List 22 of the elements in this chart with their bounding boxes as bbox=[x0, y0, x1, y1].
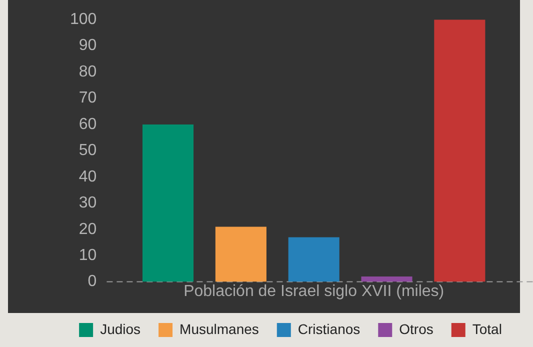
bar bbox=[142, 124, 194, 282]
y-tick-label: 30 bbox=[78, 194, 97, 212]
y-tick-label: 20 bbox=[78, 220, 97, 238]
y-tick-label: 80 bbox=[78, 63, 97, 80]
bar bbox=[434, 20, 486, 282]
y-tick-label: 100 bbox=[70, 11, 97, 28]
legend-label: Otros bbox=[399, 320, 434, 337]
y-tick-label: 90 bbox=[78, 37, 97, 54]
bar bbox=[361, 276, 412, 282]
legend-label: Judios bbox=[100, 320, 141, 337]
legend-label: Total bbox=[472, 320, 502, 337]
y-tick-label: 70 bbox=[78, 90, 97, 107]
bar bbox=[215, 226, 266, 282]
y-tick-label: 40 bbox=[78, 168, 97, 186]
x-axis-title: Población de Israel siglo XVII (miles) bbox=[184, 282, 444, 300]
y-tick-label: 0 bbox=[88, 273, 97, 290]
y-tick-label: 50 bbox=[78, 142, 97, 160]
bar bbox=[288, 237, 340, 282]
y-tick-label: 60 bbox=[78, 116, 97, 133]
legend-label: Cristianos bbox=[298, 320, 360, 337]
legend-label: Musulmanes bbox=[180, 320, 259, 337]
y-tick-label: 10 bbox=[78, 246, 97, 264]
